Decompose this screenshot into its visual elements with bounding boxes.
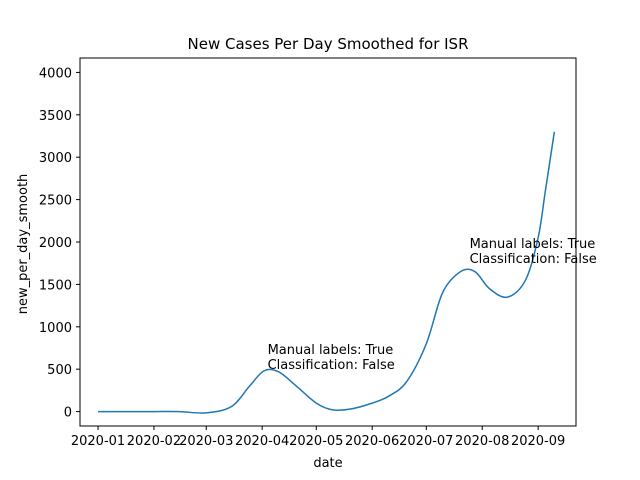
y-tick-label-6: 3000 [39,151,72,166]
x-tick-label-4: 2020-05 [289,434,343,449]
annotation-0-line-1: Classification: False [268,358,395,373]
y-tick-label-4: 2000 [39,236,72,251]
x-tick-label-7: 2020-08 [455,434,509,449]
x-tick-label-8: 2020-09 [511,434,565,449]
x-axis-label: date [313,456,342,471]
x-tick-label-1: 2020-02 [127,434,181,449]
y-tick-label-7: 3500 [39,109,72,124]
chart-title: New Cases Per Day Smoothed for ISR [188,35,469,53]
series-line-0 [98,131,556,414]
y-tick-label-8: 4000 [39,66,72,81]
x-tick-label-0: 2020-01 [71,434,125,449]
x-tick-label-5: 2020-06 [345,434,399,449]
x-tick-label-3: 2020-04 [235,434,289,449]
y-tick-label-5: 2500 [39,194,72,209]
x-tick-label-2: 2020-03 [179,434,233,449]
y-tick-label-2: 1000 [39,321,72,336]
y-axis-label: new_per_day_smooth [16,174,31,315]
annotation-0-line-0: Manual labels: True [268,343,394,358]
annotation-1-line-1: Classification: False [470,252,597,267]
y-tick-label-0: 0 [64,406,72,421]
x-tick-label-6: 2020-07 [399,434,453,449]
annotation-1-line-0: Manual labels: True [470,237,596,252]
y-tick-label-1: 500 [47,363,72,378]
y-tick-label-3: 1500 [39,278,72,293]
